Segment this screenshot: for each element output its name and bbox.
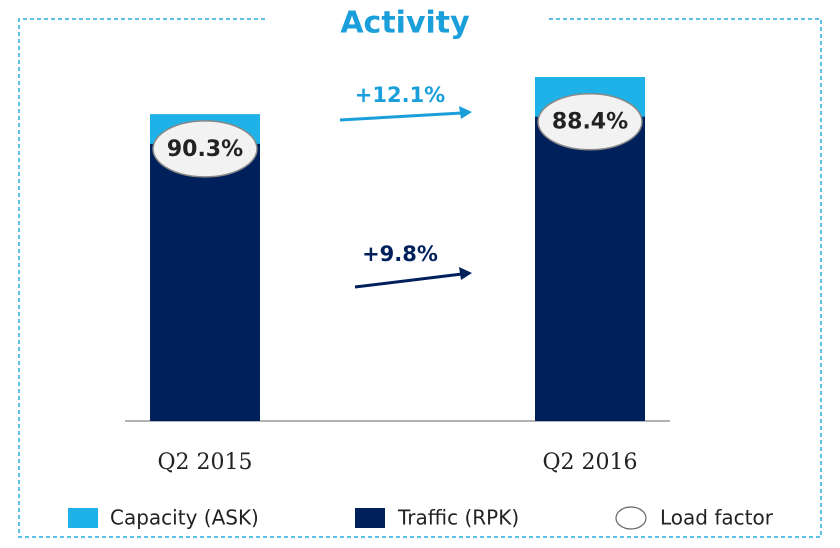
load-factor-label: 90.3% bbox=[167, 137, 243, 162]
legend-label: Load factor bbox=[660, 506, 774, 530]
load-factor-ellipse bbox=[537, 92, 643, 151]
bar bbox=[150, 143, 260, 422]
x-tick-label: Q2 2015 bbox=[157, 450, 252, 475]
growth-label: +12.1% bbox=[355, 83, 445, 107]
chart-title: Activity bbox=[340, 6, 470, 41]
arrow-head bbox=[459, 267, 472, 280]
legend-swatch bbox=[615, 506, 647, 530]
legend-label: Capacity (ASK) bbox=[110, 506, 259, 530]
x-tick-label: Q2 2016 bbox=[542, 450, 637, 475]
load-factor-ellipse bbox=[152, 120, 258, 178]
frame bbox=[18, 18, 822, 538]
arrow-head bbox=[459, 106, 472, 119]
legend-label: Traffic (RPK) bbox=[397, 506, 519, 530]
dashed-border bbox=[18, 18, 822, 538]
load-factor-label: 88.4% bbox=[552, 110, 628, 135]
growth-arrow bbox=[354, 272, 463, 289]
bar bbox=[535, 116, 645, 422]
growth-arrow bbox=[339, 111, 463, 122]
legend-swatch bbox=[355, 508, 385, 528]
legend-swatch bbox=[68, 508, 98, 528]
growth-label: +9.8% bbox=[362, 242, 438, 266]
